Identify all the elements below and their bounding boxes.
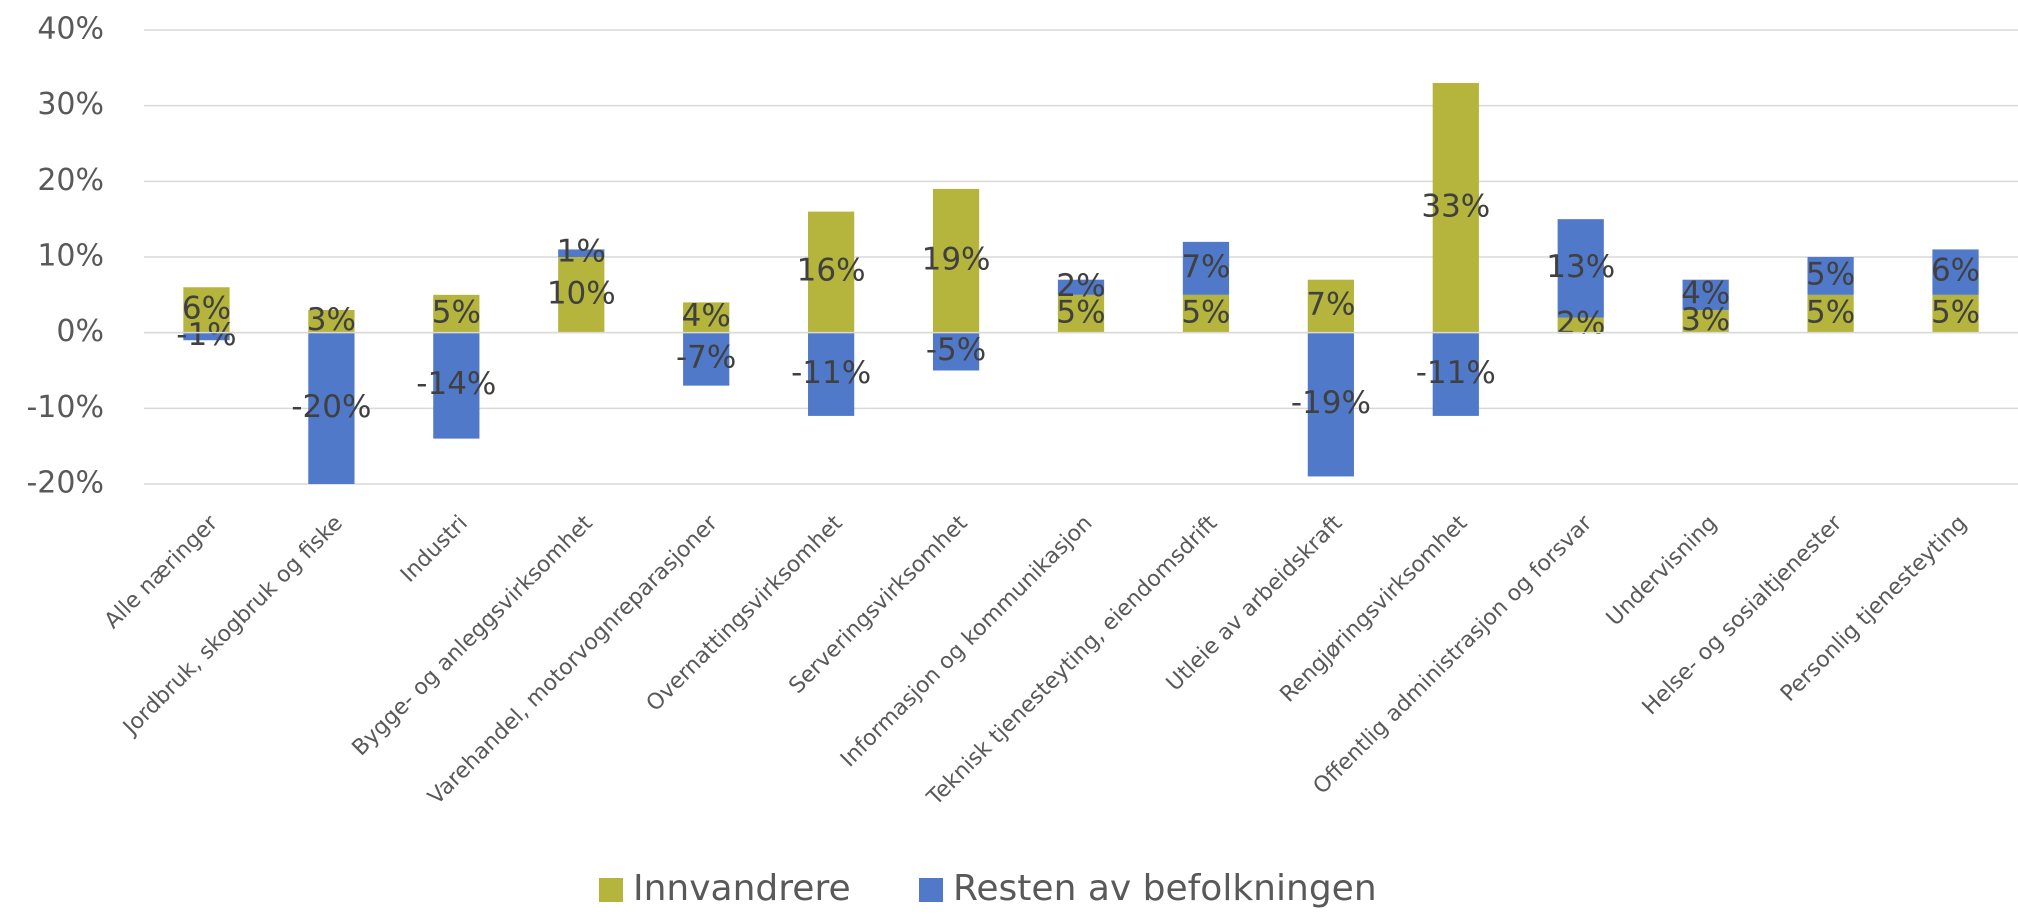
x-tick-label: Undervisning xyxy=(1602,511,1722,631)
x-tick-label: Teknisk tjenesteyting, eiendomsdrift xyxy=(922,511,1223,812)
bar xyxy=(1807,294,1854,333)
bar xyxy=(1807,257,1854,295)
data-label: 7% xyxy=(1181,249,1230,285)
data-label: 16% xyxy=(797,253,866,289)
bar xyxy=(1057,294,1105,333)
legend-swatch xyxy=(919,878,943,902)
bar xyxy=(808,332,855,416)
y-tick-label: 0% xyxy=(56,314,104,349)
x-tick-label: Varehandel, motorvognreparasjoner xyxy=(424,510,724,810)
data-label: 4% xyxy=(682,298,731,334)
data-label: 6% xyxy=(1931,253,1980,289)
bar xyxy=(683,302,730,333)
data-label: 19% xyxy=(922,241,991,277)
data-label: -20% xyxy=(291,389,371,425)
data-label: 5% xyxy=(1806,294,1855,330)
x-tick-label: Informasjon og kommunikasjon xyxy=(836,511,1097,772)
data-label: 4% xyxy=(1681,275,1730,311)
bar xyxy=(1557,317,1604,333)
bar xyxy=(1932,294,1979,333)
data-label: 5% xyxy=(1806,256,1855,292)
bar xyxy=(1182,294,1230,333)
bar xyxy=(1057,279,1105,295)
y-tick-label: 20% xyxy=(37,163,104,198)
data-label: 5% xyxy=(432,294,481,330)
bar xyxy=(433,294,480,333)
legend-label: Resten av befolkningen xyxy=(953,868,1377,909)
bar xyxy=(558,257,605,333)
x-tick-label: Helse- og sosialtjenester xyxy=(1638,510,1848,720)
legend-label: Innvandrere xyxy=(633,868,851,909)
data-label: -7% xyxy=(676,340,736,376)
bar xyxy=(1682,309,1729,333)
bar xyxy=(1557,219,1604,318)
bar xyxy=(1932,249,1979,295)
data-label: 3% xyxy=(307,302,356,338)
bar xyxy=(308,309,355,333)
legend-swatch xyxy=(599,878,623,902)
bar xyxy=(1182,241,1230,295)
bar xyxy=(183,332,230,341)
data-label: -1% xyxy=(176,317,236,353)
x-tick-label: Offentlig administrasjon og forsvar xyxy=(1309,510,1598,799)
y-tick-label: 40% xyxy=(37,12,104,47)
x-tick-label: Jordbruk, skogbruk og fiske xyxy=(117,511,348,742)
bar xyxy=(683,332,730,386)
data-label: 2% xyxy=(1056,268,1105,304)
bar xyxy=(1432,82,1479,333)
data-label: 7% xyxy=(1306,287,1355,323)
data-label: -5% xyxy=(926,332,986,368)
data-label: 6% xyxy=(182,290,231,326)
bar xyxy=(808,211,855,333)
data-label: 3% xyxy=(1681,302,1730,338)
data-label: 33% xyxy=(1421,188,1490,224)
bar xyxy=(308,332,355,484)
data-label: 13% xyxy=(1546,249,1615,285)
data-label: -11% xyxy=(1416,355,1496,391)
data-label: 5% xyxy=(1931,294,1980,330)
x-tick-label: Bygge- og anleggsvirksomhet xyxy=(348,511,598,761)
bar xyxy=(1307,332,1354,477)
bar xyxy=(932,332,980,371)
bar xyxy=(433,332,480,439)
data-label: 5% xyxy=(1056,294,1105,330)
y-tick-label: 30% xyxy=(37,87,104,122)
bar xyxy=(932,188,980,333)
bar xyxy=(1307,279,1354,333)
data-label: 5% xyxy=(1181,294,1230,330)
data-label: -14% xyxy=(416,366,496,402)
data-label: 10% xyxy=(547,275,616,311)
data-label: 2% xyxy=(1556,306,1605,342)
bar xyxy=(558,249,605,257)
y-tick-label: -10% xyxy=(26,390,104,425)
y-tick-label: -20% xyxy=(26,466,104,501)
data-label: -19% xyxy=(1291,385,1371,421)
y-tick-label: 10% xyxy=(37,239,104,274)
bar xyxy=(1682,279,1729,310)
x-tick-label: Industri xyxy=(396,511,473,588)
data-label: 1% xyxy=(557,234,606,270)
bar xyxy=(1432,332,1479,416)
x-tick-label: Overnattingsvirksomhet xyxy=(642,511,848,717)
bar xyxy=(183,287,230,333)
x-tick-label: Alle næringer xyxy=(100,510,224,634)
data-label: -11% xyxy=(791,355,871,391)
